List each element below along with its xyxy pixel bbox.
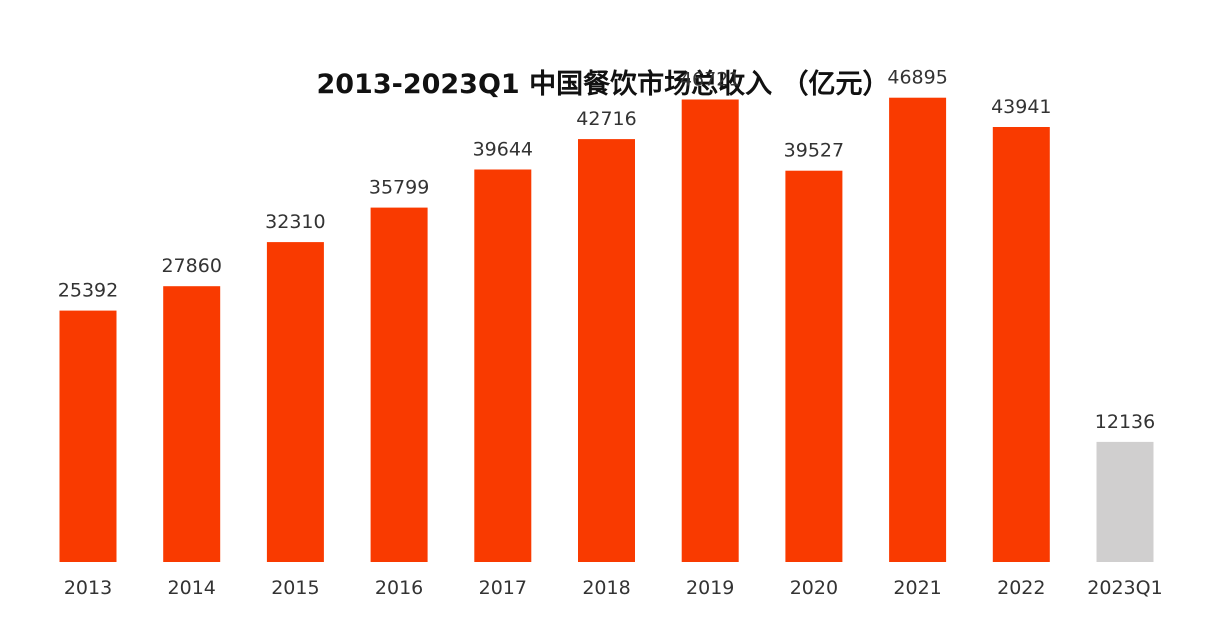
bar-2015 [266,242,324,562]
bars-group [59,97,1154,562]
x-tick-label-2021: 2021 [893,577,941,599]
value-labels-group: 25392 27860 32310 35799 39644 42716 46721 39527… [58,67,1155,433]
x-tick-label-2020: 2020 [790,577,838,599]
x-tick-label-2015: 2015 [271,577,319,599]
bar-2017 [474,169,532,562]
bar-2019 [681,99,739,562]
bar-2020 [785,170,843,562]
data-label-2018: 42716 [576,108,636,130]
x-tick-label-2016: 2016 [375,577,423,599]
x-tick-label-2018: 2018 [582,577,630,599]
bar-2016 [370,207,428,562]
data-label-2016: 35799 [369,177,429,199]
bar-2014 [163,286,221,562]
data-label-2019: 46721 [680,69,740,91]
x-tick-label-2017: 2017 [479,577,527,599]
x-tick-label-2019: 2019 [686,577,734,599]
data-label-2023Q1: 12136 [1095,411,1155,433]
data-label-2022: 43941 [991,96,1051,118]
x-tick-label-2023Q1: 2023Q1 [1087,577,1162,599]
data-label-2017: 39644 [473,139,533,161]
data-label-2021: 46895 [887,67,947,89]
data-label-2013: 25392 [58,280,118,302]
bar-2022 [992,127,1050,562]
chart-title: 2013-2023Q1 中国餐饮市场总收入 （亿元） [316,68,889,100]
bar-2013 [59,310,117,562]
bar-2023Q1 [1096,441,1154,562]
data-label-2014: 27860 [161,255,221,277]
x-tick-label-2014: 2014 [168,577,216,599]
x-axis-tick-labels: 2013 2014 2015 2016 2017 2018 2019 2020 2021 2022… [64,577,1163,599]
bar-2018 [578,139,635,562]
x-tick-label-2022: 2022 [997,577,1045,599]
x-tick-label-2013: 2013 [64,577,112,599]
data-label-2015: 32310 [265,211,325,233]
data-label-2020: 39527 [784,140,844,162]
bar-2021 [889,97,947,562]
